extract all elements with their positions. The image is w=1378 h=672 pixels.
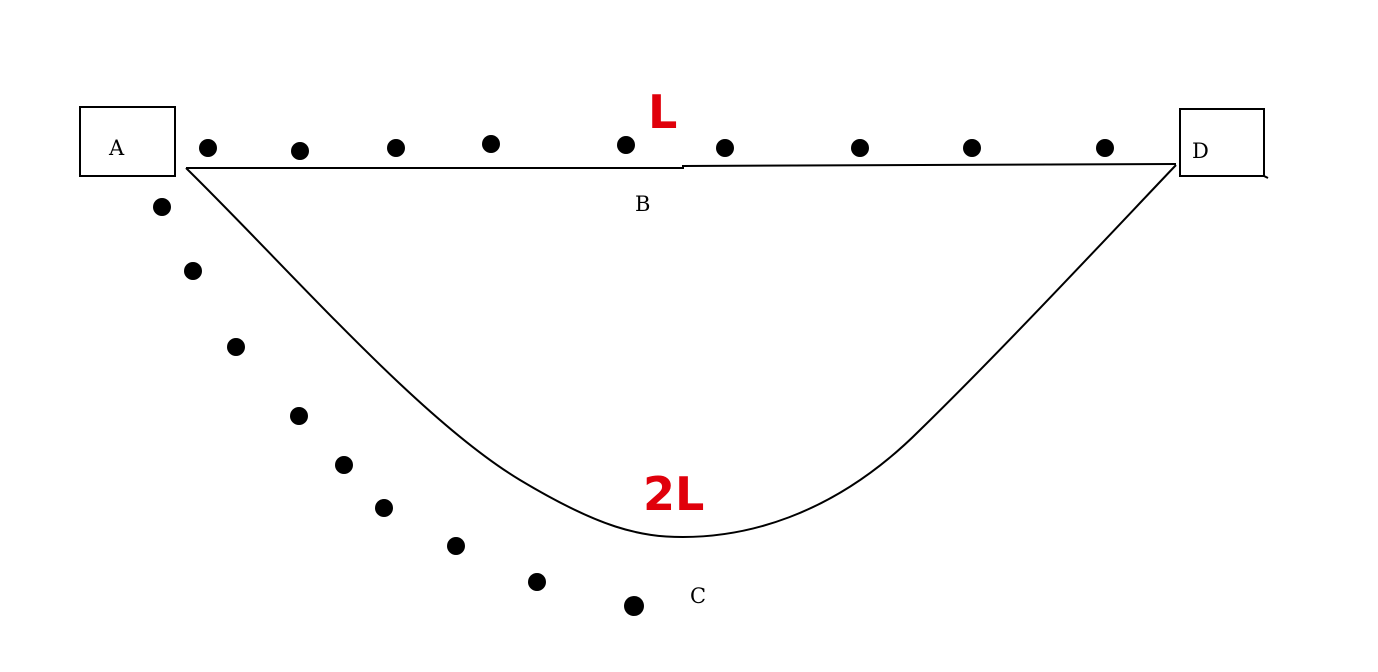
support-box-a [79, 106, 176, 177]
point-label-d: D [1192, 139, 1209, 163]
strobe-dot [291, 142, 309, 160]
support-box-d [1179, 108, 1265, 177]
strobe-dot [447, 537, 465, 555]
strobe-dot [482, 135, 500, 153]
strobe-dot [851, 139, 869, 157]
curved-path [185, 164, 1177, 539]
straight-path-dots [199, 135, 1114, 160]
strobe-dot [716, 139, 734, 157]
strobe-dot [227, 338, 245, 356]
strobe-dot [387, 139, 405, 157]
point-label-c: C [690, 584, 706, 608]
strobe-dot [1096, 139, 1114, 157]
strobe-dot [617, 136, 635, 154]
strobe-dot [290, 407, 308, 425]
strobe-dot [528, 573, 546, 591]
straight-length-label: L [648, 85, 677, 139]
strobe-dot [153, 198, 171, 216]
point-label-a: A [108, 136, 125, 160]
straight-path [186, 163, 1177, 169]
curve-length-label: 2L [643, 467, 704, 521]
strobe-dot [375, 499, 393, 517]
curved-path-dots [153, 198, 644, 616]
strobe-dot [199, 139, 217, 157]
point-label-b: B [635, 192, 650, 216]
strobe-dot [335, 456, 353, 474]
strobe-dot [184, 262, 202, 280]
box-d-tick [1263, 175, 1269, 179]
strobe-dot [963, 139, 981, 157]
strobe-dot [624, 596, 644, 616]
